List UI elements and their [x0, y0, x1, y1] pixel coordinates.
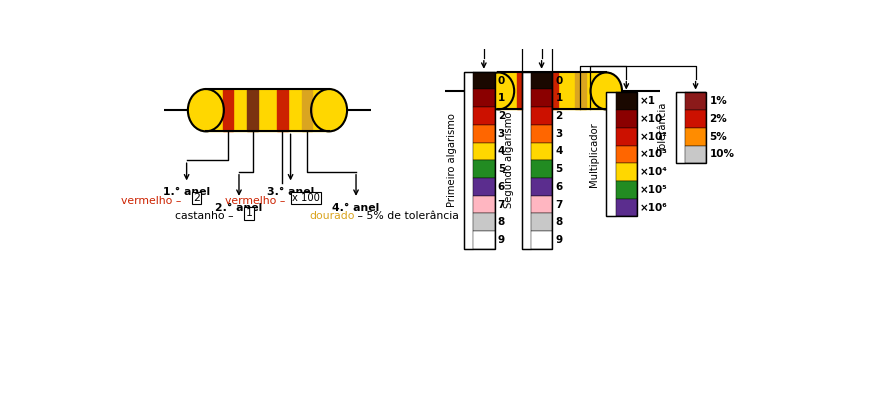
Text: ×10⁶: ×10⁶ — [640, 202, 668, 213]
Bar — [530, 231, 553, 249]
Text: 4: 4 — [498, 146, 506, 156]
Text: dourado: dourado — [309, 211, 354, 221]
Bar — [616, 110, 637, 128]
Bar — [606, 92, 616, 216]
Bar — [473, 90, 495, 107]
Bar — [616, 146, 637, 163]
Text: vermelho –: vermelho – — [225, 196, 289, 206]
Bar — [247, 89, 258, 131]
Bar — [473, 196, 495, 213]
Text: 8: 8 — [498, 217, 505, 227]
Bar — [530, 196, 553, 213]
Bar — [530, 107, 553, 125]
Text: 5: 5 — [498, 164, 505, 174]
Text: – 5% de tolerância: – 5% de tolerância — [354, 211, 459, 221]
Text: 1.° anel: 1.° anel — [163, 187, 210, 197]
Bar — [616, 163, 637, 181]
Text: 1: 1 — [498, 93, 505, 103]
Bar — [530, 72, 553, 90]
Text: ×10: ×10 — [640, 114, 663, 124]
Text: 3: 3 — [498, 129, 505, 139]
Bar — [547, 72, 558, 109]
Bar — [473, 72, 495, 90]
Bar — [473, 160, 495, 178]
Text: x 100: x 100 — [292, 193, 320, 203]
Text: 0: 0 — [555, 76, 562, 85]
Bar — [530, 213, 553, 231]
Bar — [522, 72, 553, 249]
Text: 0: 0 — [498, 76, 505, 85]
Bar — [616, 128, 637, 146]
Bar — [206, 89, 329, 131]
Text: 7: 7 — [498, 200, 506, 209]
Text: Multiplicador: Multiplicador — [589, 122, 599, 187]
Bar — [302, 89, 312, 131]
Text: 9: 9 — [555, 235, 562, 245]
Bar — [473, 125, 495, 143]
Text: ×10³: ×10³ — [640, 149, 668, 160]
Bar — [530, 143, 553, 160]
Text: 3: 3 — [555, 129, 562, 139]
Bar — [684, 128, 707, 146]
Bar — [676, 92, 707, 163]
Text: ×10⁴: ×10⁴ — [640, 167, 668, 177]
Bar — [473, 107, 495, 125]
Ellipse shape — [312, 89, 347, 131]
Text: Primeiro algarismo: Primeiro algarismo — [447, 113, 457, 207]
Text: 1%: 1% — [709, 96, 727, 107]
Bar — [684, 146, 707, 163]
Ellipse shape — [188, 89, 224, 131]
Bar — [676, 92, 684, 163]
Text: 10%: 10% — [709, 149, 734, 160]
Bar — [473, 178, 495, 196]
Bar — [473, 213, 495, 231]
Text: 2: 2 — [498, 111, 505, 121]
Bar — [684, 110, 707, 128]
Text: 2: 2 — [555, 111, 562, 121]
Ellipse shape — [482, 72, 514, 109]
Bar — [222, 89, 233, 131]
Bar — [575, 72, 586, 109]
Bar — [473, 143, 495, 160]
Text: 3.° anel: 3.° anel — [267, 187, 314, 197]
Text: vermelho –: vermelho – — [121, 196, 185, 206]
Bar — [606, 92, 637, 216]
Bar — [277, 89, 287, 131]
Bar — [616, 199, 637, 216]
Bar — [517, 72, 528, 109]
Text: Segundo algarismo: Segundo algarismo — [505, 112, 514, 209]
Bar — [530, 160, 553, 178]
Bar — [498, 72, 606, 109]
Bar — [530, 178, 553, 196]
Bar — [530, 125, 553, 143]
Text: 2: 2 — [193, 193, 200, 203]
Text: 5: 5 — [555, 164, 562, 174]
Bar — [616, 181, 637, 199]
Text: 4: 4 — [555, 146, 562, 156]
Text: castanho –: castanho – — [175, 211, 238, 221]
Bar — [473, 231, 495, 249]
Bar — [464, 72, 473, 249]
Text: ×10⁵: ×10⁵ — [640, 185, 668, 195]
Text: 6: 6 — [498, 182, 505, 192]
Text: ×1: ×1 — [640, 96, 656, 107]
Bar — [464, 72, 495, 249]
Ellipse shape — [591, 72, 622, 109]
Text: ×10²: ×10² — [640, 132, 668, 142]
Text: 9: 9 — [498, 235, 505, 245]
Text: 1: 1 — [555, 93, 562, 103]
Text: 1: 1 — [246, 209, 253, 218]
Text: 2.° anel: 2.° anel — [215, 202, 263, 213]
Text: 4.° anel: 4.° anel — [332, 202, 380, 213]
Bar — [522, 72, 530, 249]
Text: 5%: 5% — [709, 132, 727, 142]
Bar — [616, 92, 637, 110]
Text: Tolerância: Tolerância — [659, 103, 668, 153]
Text: 8: 8 — [555, 217, 562, 227]
Text: 2%: 2% — [709, 114, 727, 124]
Text: 6: 6 — [555, 182, 562, 192]
Bar — [684, 92, 707, 110]
Text: 7: 7 — [555, 200, 562, 209]
Bar — [530, 90, 553, 107]
